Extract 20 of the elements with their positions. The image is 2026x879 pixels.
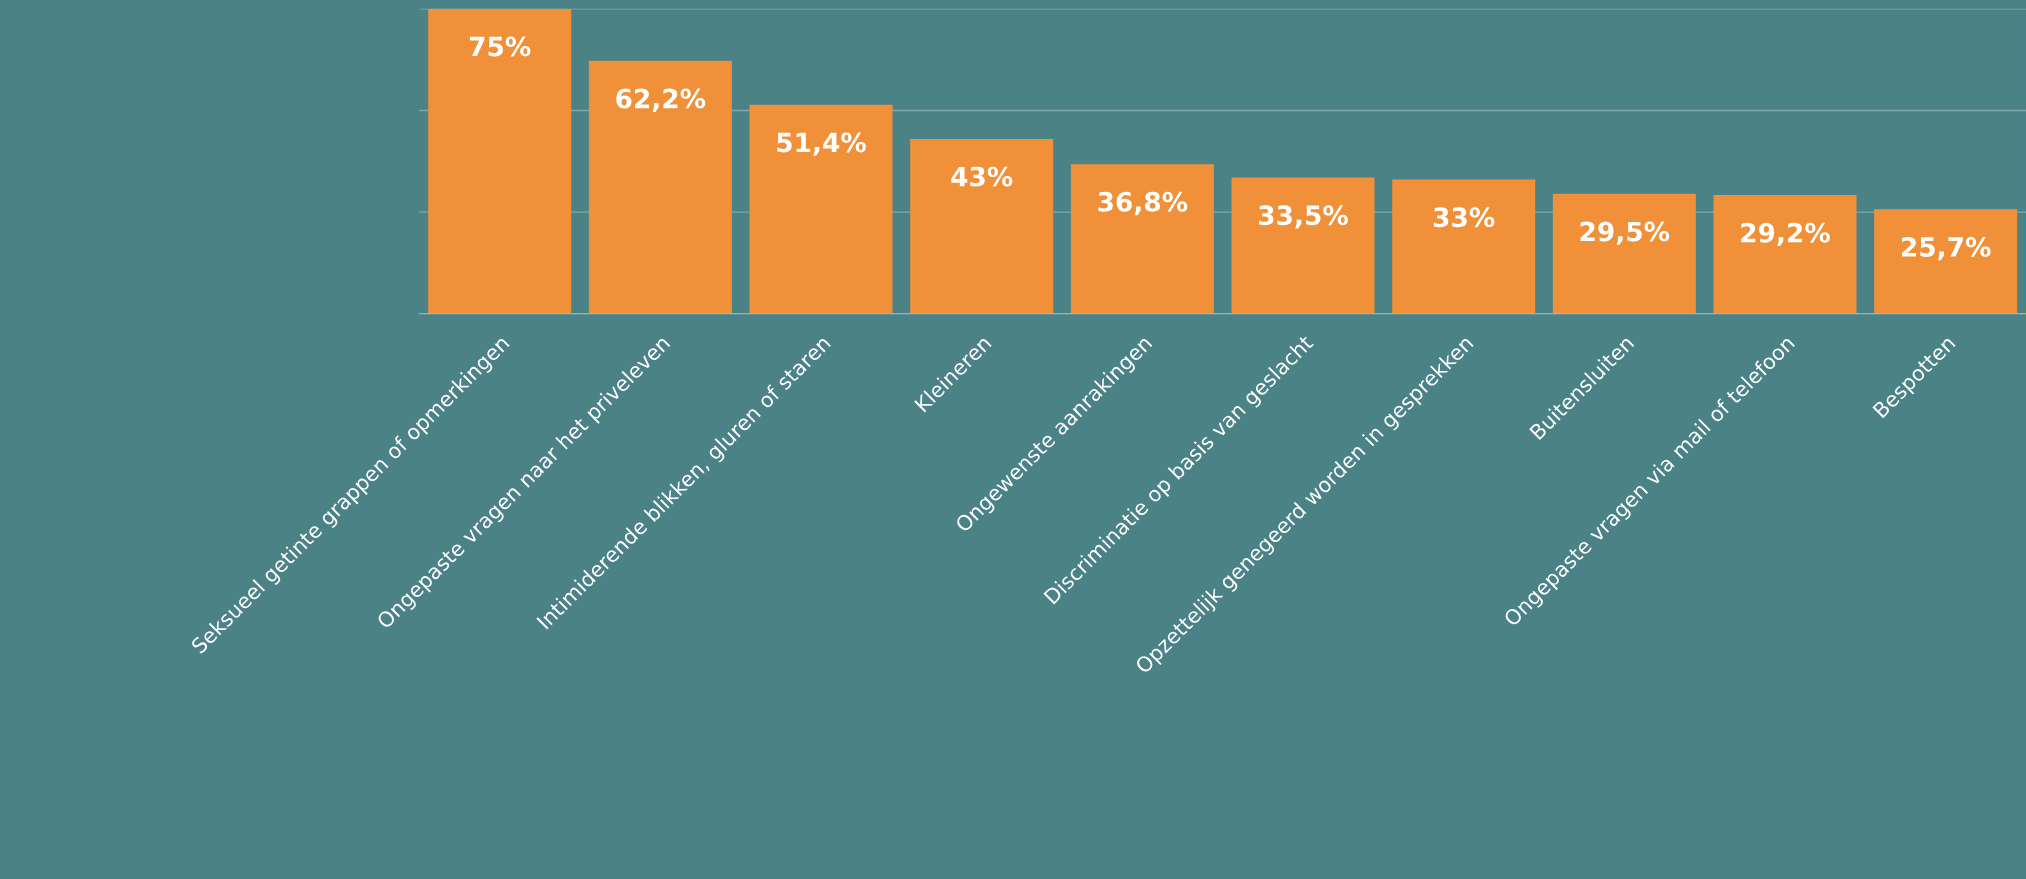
bar (1392, 179, 1536, 314)
bar (910, 138, 1054, 314)
data-label: 62,2% (616, 88, 706, 112)
data-label: 25,7% (1901, 236, 1991, 261)
data-label: 75% (469, 36, 531, 57)
bar (749, 104, 893, 314)
bar (1713, 195, 1857, 314)
data-label: 33% (1433, 207, 1495, 228)
data-label: 29,5% (1580, 221, 1670, 245)
data-label: 36,8% (1098, 191, 1188, 216)
data-label: 33,5% (1259, 205, 1348, 229)
data-label: 29,2% (1741, 222, 1830, 247)
bar (428, 8, 572, 314)
bar (1070, 164, 1214, 314)
bar (588, 60, 732, 314)
data-label: 51,4% (777, 132, 866, 156)
data-label: 43% (951, 166, 1013, 187)
bar (1231, 177, 1375, 314)
bar (1552, 193, 1696, 314)
bar (1874, 209, 2018, 314)
